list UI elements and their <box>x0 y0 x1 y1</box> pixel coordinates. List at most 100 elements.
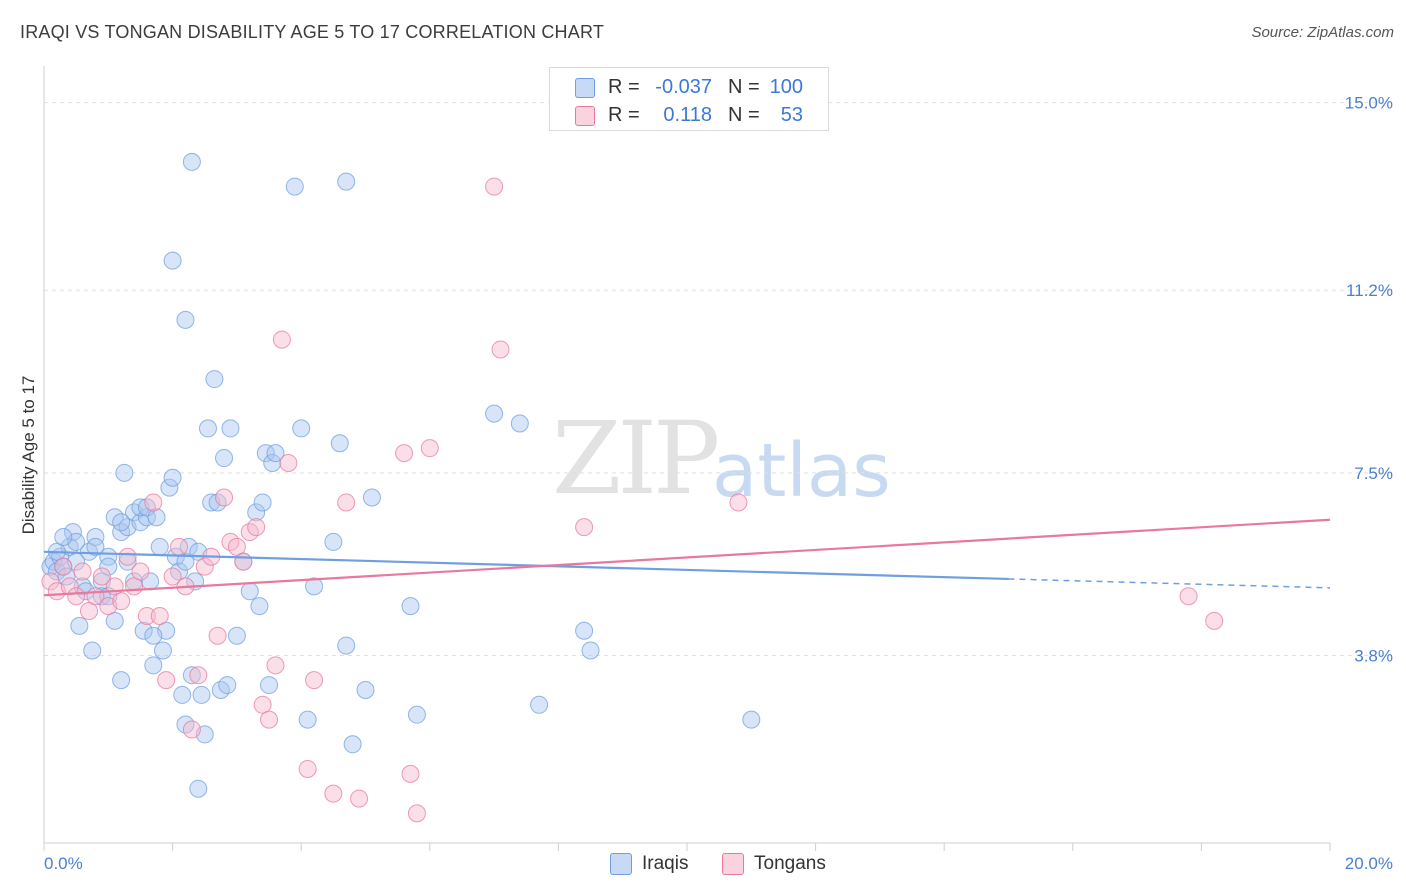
point-iraqis <box>247 503 266 522</box>
legend-swatch-tongans <box>722 853 744 875</box>
point-iraqis <box>173 685 192 704</box>
point-iraqis <box>147 508 166 527</box>
data-points <box>41 152 1224 823</box>
point-tongans <box>163 567 182 586</box>
point-tongans <box>73 562 92 581</box>
point-tongans <box>247 518 266 537</box>
point-iraqis <box>83 641 102 660</box>
point-iraqis <box>192 685 211 704</box>
legend-row-iraqis: R = -0.037 N = 100 <box>550 72 828 100</box>
point-iraqis <box>160 478 179 497</box>
point-tongans <box>272 330 291 349</box>
point-iraqis <box>343 735 362 754</box>
point-tongans <box>491 340 510 359</box>
point-iraqis <box>205 370 224 389</box>
point-iraqis <box>54 528 73 546</box>
point-tongans <box>298 759 317 778</box>
series-legend: Iraqis Tongans <box>0 852 1406 878</box>
grid-lines <box>44 102 1395 656</box>
y-tick-label: 15.0% <box>1345 94 1393 113</box>
legend-n-value: 100 <box>769 76 803 98</box>
point-iraqis <box>153 641 172 660</box>
legend-n-label: N = <box>728 76 760 98</box>
legend-n-label: N = <box>728 104 760 126</box>
point-tongans <box>729 493 748 512</box>
point-tongans <box>395 444 414 463</box>
point-iraqis <box>63 523 82 542</box>
point-iraqis <box>227 626 246 645</box>
point-iraqis <box>198 419 217 438</box>
point-iraqis <box>485 404 504 423</box>
correlation-legend: R = -0.037 N = 100 R = 0.118 N = 53 <box>549 67 829 131</box>
y-axis-label: Disability Age 5 to 17 <box>19 376 38 535</box>
point-tongans <box>157 671 176 690</box>
point-iraqis <box>182 152 201 171</box>
point-tongans <box>420 439 439 458</box>
point-tongans <box>266 656 285 675</box>
point-iraqis <box>115 463 134 482</box>
legend-swatch-tongans <box>575 106 595 126</box>
point-iraqis <box>112 671 131 690</box>
watermark-zip: ZIP <box>552 400 720 517</box>
point-iraqis <box>337 636 356 655</box>
point-tongans <box>195 557 214 576</box>
point-tongans <box>324 784 343 803</box>
point-tongans <box>407 804 426 823</box>
point-iraqis <box>73 577 92 596</box>
point-iraqis <box>266 444 285 463</box>
y-tick-label: 7.5% <box>1354 464 1393 483</box>
point-iraqis <box>742 710 761 729</box>
point-iraqis <box>99 557 118 576</box>
point-tongans <box>67 587 86 606</box>
point-iraqis <box>182 666 201 685</box>
point-iraqis <box>112 513 131 532</box>
point-iraqis <box>144 626 163 645</box>
point-tongans <box>112 592 131 611</box>
legend-r-value: 0.118 <box>663 104 712 126</box>
point-iraqis <box>253 493 272 512</box>
point-tongans <box>337 493 356 512</box>
point-tongans <box>131 562 150 581</box>
point-iraqis <box>256 444 275 463</box>
point-tongans <box>260 710 279 729</box>
point-iraqis <box>575 621 594 640</box>
trend-line-iraqis <box>43 550 1009 581</box>
watermark-atlas: atlas <box>712 428 891 514</box>
point-tongans <box>401 764 420 783</box>
point-tongans <box>150 606 169 625</box>
legend-swatch-iraqis <box>575 78 595 98</box>
point-iraqis <box>337 172 356 191</box>
point-iraqis <box>240 582 259 601</box>
y-tick-label: 3.8% <box>1354 646 1393 665</box>
point-iraqis <box>105 611 124 630</box>
point-iraqis <box>189 779 208 798</box>
legend-r-label: R = <box>608 76 640 98</box>
point-tongans <box>170 537 189 556</box>
point-iraqis <box>530 695 549 714</box>
point-tongans <box>575 518 594 537</box>
point-tongans <box>60 577 79 596</box>
point-iraqis <box>134 621 153 640</box>
point-tongans <box>54 557 73 576</box>
point-iraqis <box>150 537 169 556</box>
chart-title: IRAQI VS TONGAN DISABILITY AGE 5 TO 17 C… <box>20 22 605 42</box>
point-iraqis <box>250 597 269 616</box>
point-iraqis <box>305 577 324 596</box>
point-tongans <box>1179 587 1198 606</box>
trend-lines <box>43 518 1331 597</box>
point-tongans <box>350 789 369 808</box>
point-iraqis <box>218 676 237 695</box>
point-iraqis <box>356 681 375 699</box>
trend-line-tongans <box>43 518 1331 597</box>
x-tick-label: 0.0% <box>44 854 83 873</box>
point-tongans <box>137 606 156 625</box>
point-tongans <box>208 626 227 645</box>
point-tongans <box>305 671 324 690</box>
point-iraqis <box>137 508 156 527</box>
legend-label-tongans: Tongans <box>754 853 826 874</box>
legend-r-label: R = <box>608 104 640 126</box>
point-iraqis <box>176 552 195 571</box>
point-iraqis <box>263 453 282 472</box>
source-note: Source: ZipAtlas.com <box>1251 24 1394 41</box>
